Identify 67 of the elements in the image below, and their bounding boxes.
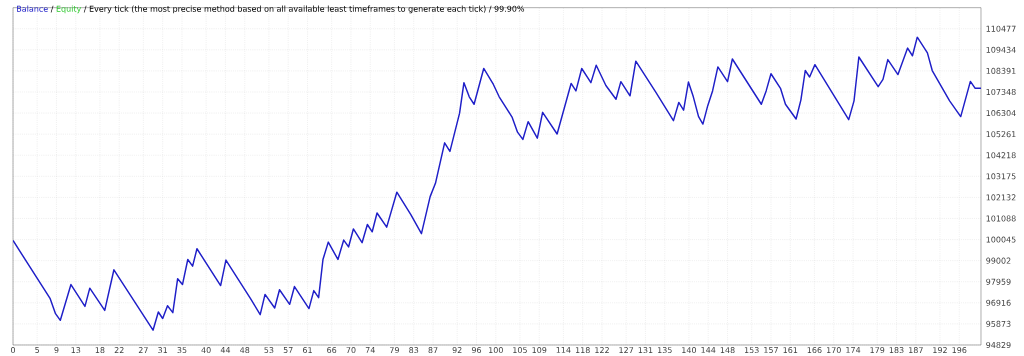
annotation: / [50,5,54,13]
x-tick-label: 5 [35,347,39,353]
y-tick-label: 108391 [986,67,1016,74]
x-tick-label: 105 [513,347,527,354]
x-tick-label: 131 [638,347,653,354]
x-tick-label: 166 [807,347,822,354]
y-tick-label: 101088 [986,215,1016,222]
x-tick-label: 27 [138,347,148,353]
y-tick-label: 110477 [986,25,1016,32]
x-tick-label: 127 [619,347,634,353]
annotation: Equity [56,5,82,14]
x-tick-label: 157 [764,347,778,353]
x-tick-label: 118 [575,347,590,354]
x-tick-label: 44 [220,347,231,353]
x-tick-label: 187 [909,347,923,354]
x-tick-label: 183 [889,347,904,354]
y-tick-label: 97959 [986,278,1011,285]
x-tick-label: 179 [870,347,885,354]
x-tick-label: 61 [302,347,312,354]
y-tick-label: 105261 [986,131,1016,138]
y-tick-label: 107348 [986,88,1016,95]
text: Balance [17,5,48,12]
x-tick-label: 70 [346,347,356,354]
x-tick-label: 22 [114,347,124,353]
x-tick-label: 92 [452,347,462,354]
x-tick-label: 87 [428,347,438,354]
y-tick-label: 100045 [986,236,1016,243]
x-tick-label: 53 [264,347,274,354]
chart-title: / Every tick (the most precise method based on all available least timeframes to generate each tick) / 99.90% [83,5,525,14]
y-tick-label: 95873 [986,320,1011,327]
x-tick-label: 109 [532,347,547,354]
x-tick-label: 96 [471,347,482,354]
x-tick-label: 0 [11,347,16,354]
x-tick-label: 48 [240,347,250,354]
y-tick-label: 109434 [986,46,1016,53]
x-tick-label: 31 [158,347,168,354]
x-tick-label: 174 [846,347,861,353]
x-tick-label: 83 [409,347,419,354]
x-tick-label: 148 [720,347,735,354]
y-tick-label: 94829 [986,341,1011,348]
line-series [13,36,981,331]
x-tick-label: 161 [783,347,798,354]
y-tick-label: 103175 [986,173,1016,180]
x-tick-label: 153 [744,347,759,354]
x-tick-label: 18 [95,347,105,354]
x-tick-label: 144 [701,347,716,353]
x-tick-label: 122 [595,347,609,353]
y-tick-label: 99002 [986,257,1011,264]
x-tick-label: 13 [71,347,81,354]
y-tick-label: 96916 [986,299,1011,306]
x-tick-label: 140 [682,347,697,354]
x-tick-label: 170 [826,347,841,354]
x-tick-label: 196 [952,347,967,354]
x-tick-label: 74 [365,347,375,353]
x-tick-label: 57 [283,347,293,353]
x-tick-label: 79 [389,347,399,354]
x-tick-label: 114 [556,347,571,353]
x-tick-label: 66 [327,347,337,354]
x-tick-label: 35 [177,347,187,354]
y-tick-label: 104218 [986,152,1016,159]
x-tick-label: 192 [933,347,947,354]
x-tick-label: 40 [201,347,211,354]
x-tick-label: 9 [54,347,59,354]
y-tick-label: 102132 [986,194,1016,201]
x-tick-label: 100 [489,347,503,354]
x-tick-label: 135 [658,347,672,354]
y-tick-label: 106304 [986,110,1016,117]
